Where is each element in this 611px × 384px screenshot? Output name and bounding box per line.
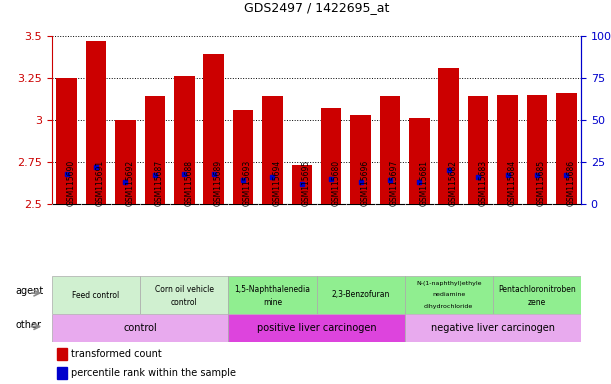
Bar <box>57 348 67 360</box>
Text: transformed count: transformed count <box>70 349 161 359</box>
Bar <box>56 78 77 204</box>
Text: GSM115697: GSM115697 <box>390 160 399 206</box>
Text: GSM115693: GSM115693 <box>243 160 252 206</box>
Text: GSM115686: GSM115686 <box>566 160 576 206</box>
Bar <box>291 166 312 204</box>
Bar <box>203 55 224 204</box>
Text: GSM115688: GSM115688 <box>185 160 193 206</box>
Text: mine: mine <box>263 298 282 307</box>
Bar <box>115 120 136 204</box>
Text: GSM115681: GSM115681 <box>419 160 428 206</box>
Text: GSM115690: GSM115690 <box>67 160 76 206</box>
Bar <box>439 68 459 204</box>
Text: GSM115680: GSM115680 <box>331 160 340 206</box>
Text: Feed control: Feed control <box>73 291 120 300</box>
Bar <box>404 276 493 314</box>
Bar <box>321 108 342 204</box>
Text: Corn oil vehicle: Corn oil vehicle <box>155 285 214 294</box>
Bar <box>86 41 106 204</box>
Text: 2,3-Benzofuran: 2,3-Benzofuran <box>331 291 390 300</box>
Bar <box>468 96 488 204</box>
Bar <box>145 96 165 204</box>
Text: negative liver carcinogen: negative liver carcinogen <box>431 323 555 333</box>
Bar <box>409 118 430 204</box>
Bar <box>556 93 577 204</box>
Bar <box>52 276 140 314</box>
Text: N-(1-naphthyl)ethyle: N-(1-naphthyl)ethyle <box>416 281 481 286</box>
Text: other: other <box>16 320 42 330</box>
Text: GSM115689: GSM115689 <box>214 160 222 206</box>
Bar <box>404 314 581 342</box>
Text: GSM115691: GSM115691 <box>96 160 105 206</box>
Text: GSM115683: GSM115683 <box>478 160 487 206</box>
Bar <box>350 115 371 204</box>
Text: GSM115694: GSM115694 <box>273 160 282 206</box>
Text: control: control <box>123 323 157 333</box>
Bar <box>262 96 283 204</box>
Bar <box>229 276 316 314</box>
Text: zene: zene <box>528 298 546 307</box>
Text: GSM115685: GSM115685 <box>537 160 546 206</box>
Text: GSM115682: GSM115682 <box>448 160 458 206</box>
Text: dihydrochloride: dihydrochloride <box>424 304 474 309</box>
Text: GSM115684: GSM115684 <box>508 160 516 206</box>
Bar <box>316 276 404 314</box>
Text: nediamine: nediamine <box>432 293 466 298</box>
Text: GSM115696: GSM115696 <box>360 160 370 206</box>
Text: control: control <box>171 298 197 307</box>
Bar <box>174 76 194 204</box>
Text: GDS2497 / 1422695_at: GDS2497 / 1422695_at <box>244 1 389 14</box>
Bar <box>497 95 518 204</box>
Text: positive liver carcinogen: positive liver carcinogen <box>257 323 376 333</box>
Text: GSM115687: GSM115687 <box>155 160 164 206</box>
Text: 1,5-Naphthalenedia: 1,5-Naphthalenedia <box>235 285 310 294</box>
Bar <box>493 276 581 314</box>
Bar <box>233 110 254 204</box>
Bar <box>140 276 229 314</box>
Bar <box>229 314 404 342</box>
Bar <box>57 367 67 379</box>
Bar <box>527 95 547 204</box>
Text: Pentachloronitroben: Pentachloronitroben <box>498 285 576 294</box>
Bar <box>52 314 229 342</box>
Text: percentile rank within the sample: percentile rank within the sample <box>70 368 235 378</box>
Bar <box>379 96 400 204</box>
Text: agent: agent <box>16 286 44 296</box>
Text: GSM115695: GSM115695 <box>302 160 311 206</box>
Text: GSM115692: GSM115692 <box>125 160 134 206</box>
